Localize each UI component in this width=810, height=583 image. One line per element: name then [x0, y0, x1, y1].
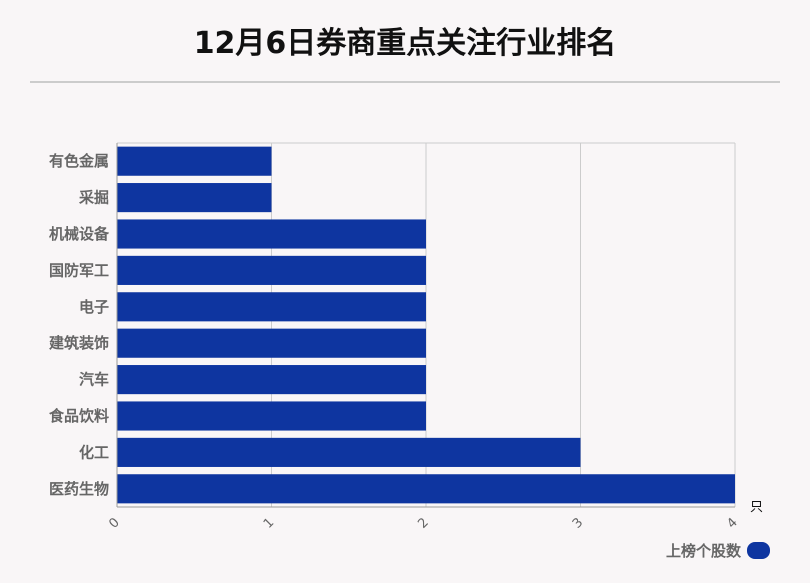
bar-建筑装饰[interactable] [117, 328, 426, 358]
category-label: 医药生物 [49, 480, 109, 498]
bar-国防军工[interactable] [117, 255, 426, 285]
x-tick-label: 2 [415, 515, 431, 531]
category-label: 电子 [79, 298, 109, 316]
x-tick-label: 1 [261, 515, 277, 531]
bar-汽车[interactable] [117, 365, 426, 395]
x-tick-label: 0 [106, 515, 122, 531]
category-label: 化工 [79, 443, 109, 461]
title-divider [30, 81, 780, 83]
x-unit-label: 只 [750, 500, 763, 515]
legend[interactable]: 上榜个股数 [666, 540, 770, 561]
category-label: 汽车 [79, 371, 109, 389]
bars [117, 146, 735, 504]
legend-swatch [747, 542, 770, 559]
category-label: 建筑装饰 [49, 334, 109, 352]
chart-title: 12月6日券商重点关注行业排名 [193, 26, 617, 61]
category-label: 采掘 [78, 189, 109, 207]
x-tick-label: 4 [724, 515, 740, 531]
axes [116, 143, 735, 508]
category-label: 国防军工 [49, 261, 109, 279]
x-tick-label: 3 [570, 515, 586, 531]
bar-电子[interactable] [117, 292, 426, 322]
bar-食品饮料[interactable] [117, 401, 426, 431]
category-label: 机械设备 [49, 225, 110, 243]
x-tick-labels: 0 1 2 3 4 [106, 515, 740, 531]
bar-医药生物[interactable] [117, 474, 735, 504]
bar-化工[interactable] [117, 437, 581, 467]
category-label: 食品饮料 [49, 407, 109, 425]
bar-机械设备[interactable] [117, 219, 426, 249]
bar-采掘[interactable] [117, 183, 272, 213]
bar-有色金属[interactable] [117, 146, 272, 176]
category-label: 有色金属 [49, 152, 109, 170]
legend-label: 上榜个股数 [665, 542, 741, 560]
